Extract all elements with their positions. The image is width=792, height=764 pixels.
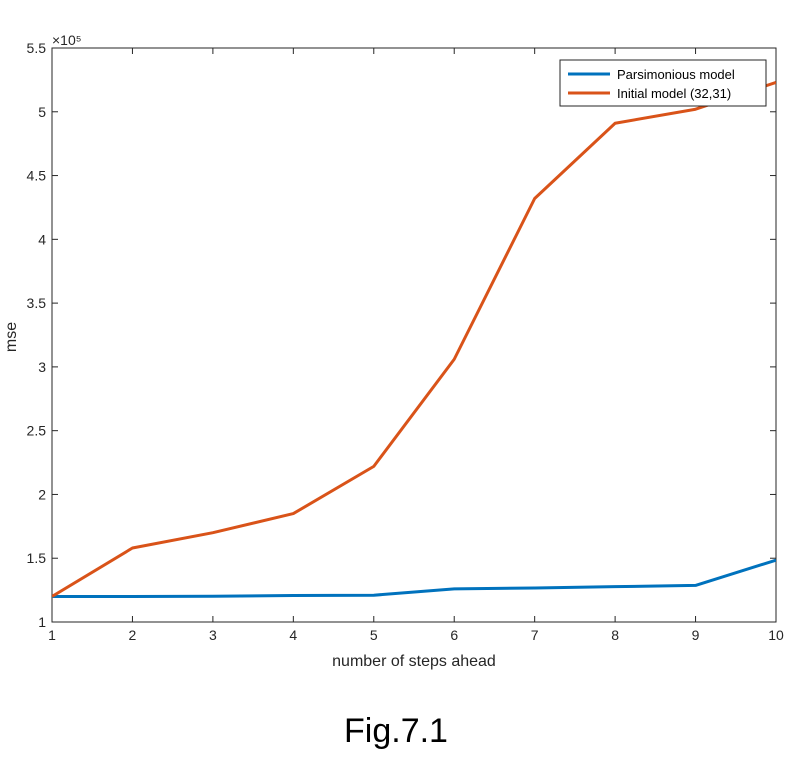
y-tick-label: 1	[38, 614, 46, 630]
plot-area	[51, 47, 777, 623]
x-tick-label: 2	[129, 627, 137, 643]
x-tick-label: 4	[289, 627, 297, 643]
x-tick-label: 5	[370, 627, 378, 643]
x-tick-label: 9	[692, 627, 700, 643]
series-line-parsimonious-model	[52, 558, 776, 598]
series-line-initial-model	[52, 81, 776, 598]
y-tick-label: 1.5	[27, 550, 47, 566]
x-tick-label: 10	[768, 627, 784, 643]
y-axis-ticks: 1 1.5 2 2.5 3 3.5 4 4.5 5 5.5	[27, 40, 776, 630]
figure-caption: Fig.7.1	[344, 712, 448, 750]
x-tick-label: 1	[48, 627, 56, 643]
y-tick-label: 2	[38, 486, 46, 502]
x-tick-label: 8	[611, 627, 619, 643]
y-axis-label: mse	[3, 322, 20, 352]
y-tick-label: 4	[38, 231, 46, 247]
x-tick-label: 7	[531, 627, 539, 643]
y-axis-exponent-label: ×10⁵	[52, 32, 82, 48]
y-tick-label: 5	[38, 104, 46, 120]
y-tick-label: 4.5	[27, 168, 47, 184]
legend-box	[559, 59, 767, 107]
x-tick-label: 6	[450, 627, 458, 643]
y-tick-label: 2.5	[27, 423, 47, 439]
x-axis-ticks: 1 2 3 4 5 6 7 8 9 10	[48, 48, 784, 643]
series-lines	[51, 81, 777, 598]
legend-label: Parsimonious model	[617, 67, 735, 82]
legend-label: Initial model (32,31)	[617, 86, 731, 101]
legend: Parsimonious model Initial model (32,31)	[559, 59, 767, 107]
x-tick-label: 3	[209, 627, 217, 643]
y-tick-label: 3	[38, 359, 46, 375]
x-axis-label: number of steps ahead	[332, 653, 496, 670]
axes-box	[51, 47, 777, 623]
y-tick-label: 3.5	[27, 295, 47, 311]
y-tick-label: 5.5	[27, 40, 47, 56]
